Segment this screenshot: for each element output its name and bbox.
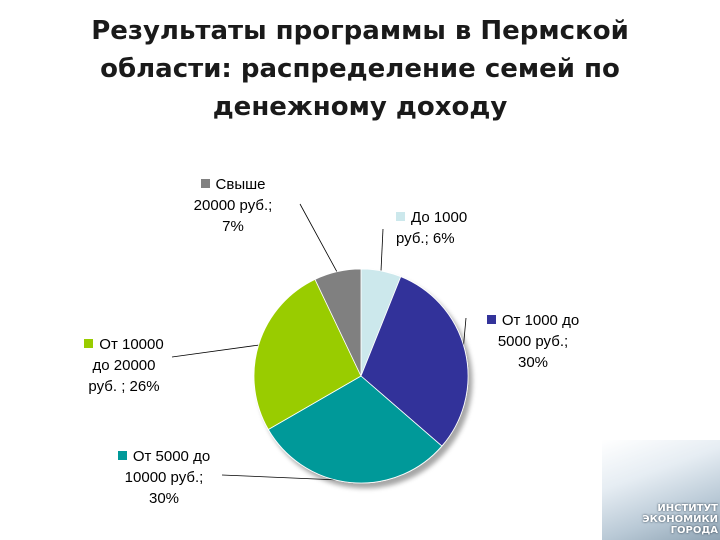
legend-swatch (84, 339, 94, 348)
slice-label-line: 10000 руб.; (124, 469, 204, 486)
logo-building-image (602, 440, 720, 540)
leader-line (221, 474, 352, 481)
leader-line (380, 228, 384, 273)
slice-label-line: руб.; 6% (396, 230, 455, 247)
title-line-3: денежному доходу (212, 92, 508, 122)
slice-label-line: 30% (148, 490, 180, 507)
pie-slices (253, 268, 469, 484)
slice-label: От 5000 до 10000 руб.; 30% (108, 446, 220, 509)
slice-label-line: От 5000 до (108, 446, 220, 467)
logo-text: ИНСТИТУТ ЭКОНОМИКИ ГОРОДА (642, 503, 718, 536)
slice-label: До 1000 руб.; 6% (396, 207, 496, 249)
slice-label: Свыше 20000 руб.; 7% (178, 174, 288, 237)
slice-label-line: От 10000 (68, 334, 180, 355)
title-line-2: области: распределение семей по (100, 54, 620, 84)
legend-swatch (396, 212, 405, 221)
pie-slice (253, 278, 362, 431)
pie-slice (267, 375, 443, 484)
slide-title: Результаты программы в Пермской области:… (0, 12, 720, 126)
leader-line (171, 344, 261, 358)
slice-label-line: до 20000 (92, 357, 156, 374)
leader-line (299, 203, 339, 274)
legend-swatch (117, 451, 127, 460)
slice-label-line: 7% (222, 218, 244, 235)
slice-label-line: руб. ; 26% (88, 378, 160, 395)
institute-logo: ИНСТИТУТ ЭКОНОМИКИ ГОРОДА (602, 440, 720, 540)
title-line-1: Результаты программы в Пермской (91, 16, 629, 46)
logo-line-3: ГОРОДА (670, 525, 718, 536)
slice-label-line: 30% (517, 354, 549, 371)
legend-swatch (486, 315, 496, 324)
logo-line-1: ИНСТИТУТ (657, 503, 718, 514)
legend-swatch (200, 179, 210, 188)
slice-label-line: Свыше (178, 174, 288, 195)
pie-slice (360, 276, 469, 447)
slice-label-line: 20000 руб.; (193, 197, 273, 214)
slice-label-line: До 1000 (396, 207, 496, 228)
slice-label: От 10000 до 20000 руб. ; 26% (68, 334, 180, 397)
slice-label-line: От 1000 до (478, 310, 588, 331)
pie-slice (314, 268, 362, 377)
slice-label-line: 5000 руб.; (497, 333, 569, 350)
logo-line-2: ЭКОНОМИКИ (642, 514, 718, 525)
slice-label: От 1000 до 5000 руб.; 30% (478, 310, 588, 373)
